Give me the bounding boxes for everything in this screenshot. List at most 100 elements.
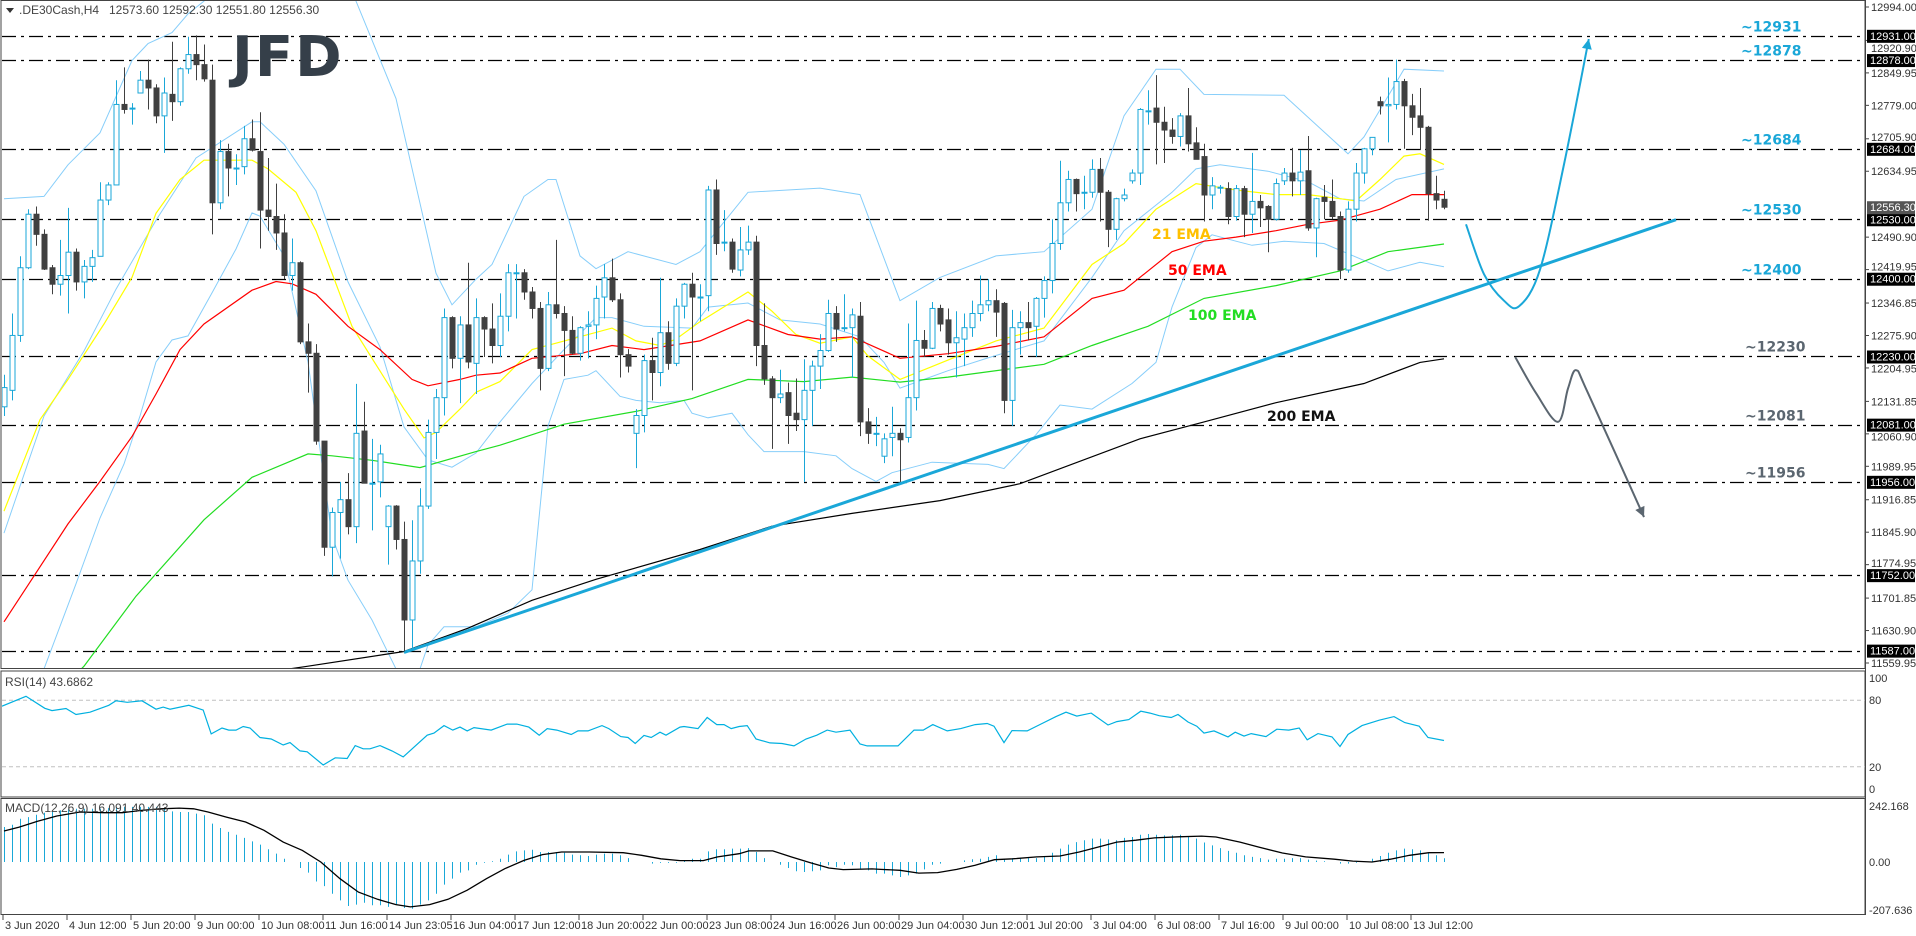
candle-body [1313,198,1320,229]
candle [761,303,768,385]
x-tick-label: 18 Jun 20:00 [581,920,645,932]
macd-tick-label: -207.636 [1869,905,1912,917]
level-price-tag [1867,418,1915,432]
candle [905,323,912,443]
candle-body [1209,185,1216,196]
candle [89,249,96,282]
candle-body [1289,172,1296,182]
level-price-tag-text: 12400.00 [1870,274,1916,286]
level-price-tag-text: 12931.00 [1870,31,1916,43]
candle [281,214,288,280]
candle [1113,197,1120,240]
candle [345,473,352,535]
candle-body [137,79,144,94]
candle-body [1193,142,1200,160]
candle-body [313,352,320,442]
candle [1201,143,1208,222]
y-tick-label: 12060.90 [1871,432,1916,444]
candle [1401,78,1408,149]
candle [1001,302,1008,414]
level-label: ~12081 [1745,409,1805,425]
candle [569,316,576,355]
x-tick-label: 3 Jul 04:00 [1093,920,1147,932]
candle [577,326,584,361]
candle [601,264,608,319]
candle-body [753,241,760,347]
candle-body [1249,200,1256,215]
candle-body [993,300,1000,313]
candle [617,293,624,378]
bearish-scenario-arrow [1514,356,1645,518]
candle-body [1097,168,1104,193]
candle-body [1089,168,1096,193]
candle [1073,178,1080,212]
x-tick-label: 1 Jul 20:00 [1029,920,1083,932]
candle [1329,179,1336,220]
candle-body [841,327,848,330]
candle-body [921,339,928,349]
candle [1057,160,1064,250]
candle-body [561,312,568,331]
candle [1441,190,1448,210]
ema100-line [81,243,1445,668]
candle-body [1041,280,1048,299]
candle [233,154,240,185]
ema200-line [291,358,1445,668]
candle-body [193,54,200,66]
candle [913,300,920,411]
candle [849,308,856,378]
candle-body [1425,126,1432,195]
price-axis[interactable]: 12994.00 12920.90 12849.95 12779.00 12705.90… [1865,0,1916,917]
candle [377,444,384,498]
candle-body [1033,297,1040,327]
candle [609,258,616,303]
y-tick-label: 12204.95 [1871,363,1916,375]
candle-body [897,432,904,441]
y-tick-label: 11630.90 [1871,626,1916,638]
ema50-line [3,194,1444,623]
rsi-tick-label: 100 [1869,673,1887,685]
candle-body [1121,194,1128,200]
candle [1185,87,1192,152]
candle-body [633,414,640,434]
dropdown-triangle-icon[interactable] [6,8,14,13]
candle [593,285,600,340]
candle-body [545,304,552,369]
candle [1041,276,1048,318]
candle [985,279,992,312]
trendline-group [403,218,1677,654]
scenario-arrows [1465,38,1645,518]
candle [121,67,128,114]
candle [1361,147,1368,184]
symbol-label: .DE30Cash,H4 [19,3,99,17]
candle-body [209,79,216,204]
candle-body [601,277,608,298]
time-axis[interactable]: 3 Jun 2020 4 Jun 12:00 5 Jun 20:00 9 Jun 00… [2,915,1473,932]
candle-body [569,329,576,354]
candle [505,264,512,332]
candle [441,308,448,416]
ohlc-readout: 12573.60 12592.30 12551.80 12556.30 [109,3,320,17]
candle-body [513,272,520,275]
candle-body [1225,188,1232,218]
candle-body [161,92,168,117]
candle-body [1305,170,1312,229]
candle-body [1441,198,1448,208]
candle-body [673,305,680,364]
candle-body [393,505,400,540]
candle [713,179,720,255]
candle-body [145,79,152,89]
level-price-tag-text: 11752.00 [1870,570,1915,582]
candle-body [473,317,480,364]
candle-body [233,167,240,170]
candle [1257,195,1264,228]
candle [465,262,472,369]
candle-body [1113,198,1120,230]
candle [769,376,776,449]
rsi-tick-label: 20 [1869,762,1881,774]
candle-body [553,304,560,314]
candle [873,416,880,447]
candle [585,311,592,359]
candle-body [249,138,256,151]
y-tick-label: 12920.90 [1871,43,1916,55]
